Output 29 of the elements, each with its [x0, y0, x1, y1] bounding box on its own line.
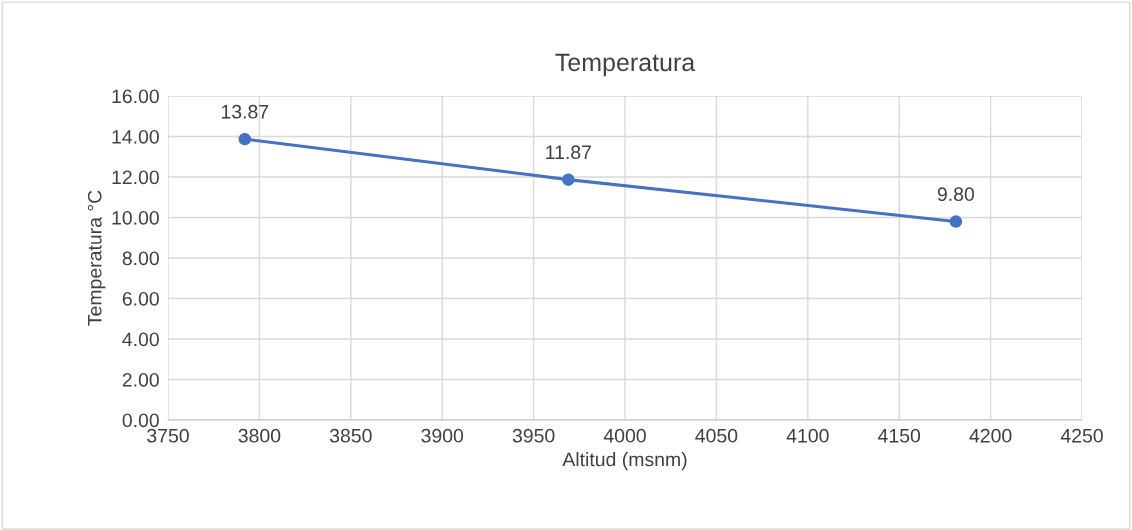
- y-tick-label: 12.00: [112, 170, 159, 185]
- x-tick-label: 4100: [786, 428, 829, 443]
- y-tick-label: 2.00: [122, 372, 159, 387]
- y-tick-label: 6.00: [122, 291, 159, 306]
- x-tick-label: 4250: [1060, 428, 1103, 443]
- y-axis-title: Temperatura °C: [87, 190, 106, 326]
- x-tick-label: 3900: [421, 428, 464, 443]
- y-tick-label: 8.00: [122, 251, 159, 266]
- data-label: 13.87: [221, 104, 269, 119]
- y-tick-label: 0.00: [122, 413, 159, 428]
- data-label: 9.80: [937, 187, 975, 202]
- point: [949, 215, 963, 228]
- x-tick-label: 3750: [147, 428, 189, 443]
- x-tick-label: 4200: [969, 428, 1012, 443]
- y-tick-label: 10.00: [112, 210, 159, 225]
- x-tick-label: 4150: [878, 428, 921, 443]
- y-tick-label: 4.00: [122, 332, 159, 347]
- point: [238, 132, 252, 146]
- data-label: 11.87: [546, 145, 591, 160]
- chart-title: Temperatura: [555, 53, 696, 77]
- y-tick-label: 14.00: [112, 129, 159, 144]
- x-tick-label: 4000: [603, 428, 646, 443]
- x-tick-label: 3800: [238, 428, 281, 443]
- x-tick-label: 3950: [512, 428, 555, 443]
- y-tick-label: 16.00: [112, 89, 159, 104]
- x-axis-title: Altitud (msnm): [562, 452, 687, 471]
- x-tick-label: 3850: [329, 428, 372, 443]
- point: [562, 173, 575, 186]
- x-tick-label: 4050: [695, 428, 738, 443]
